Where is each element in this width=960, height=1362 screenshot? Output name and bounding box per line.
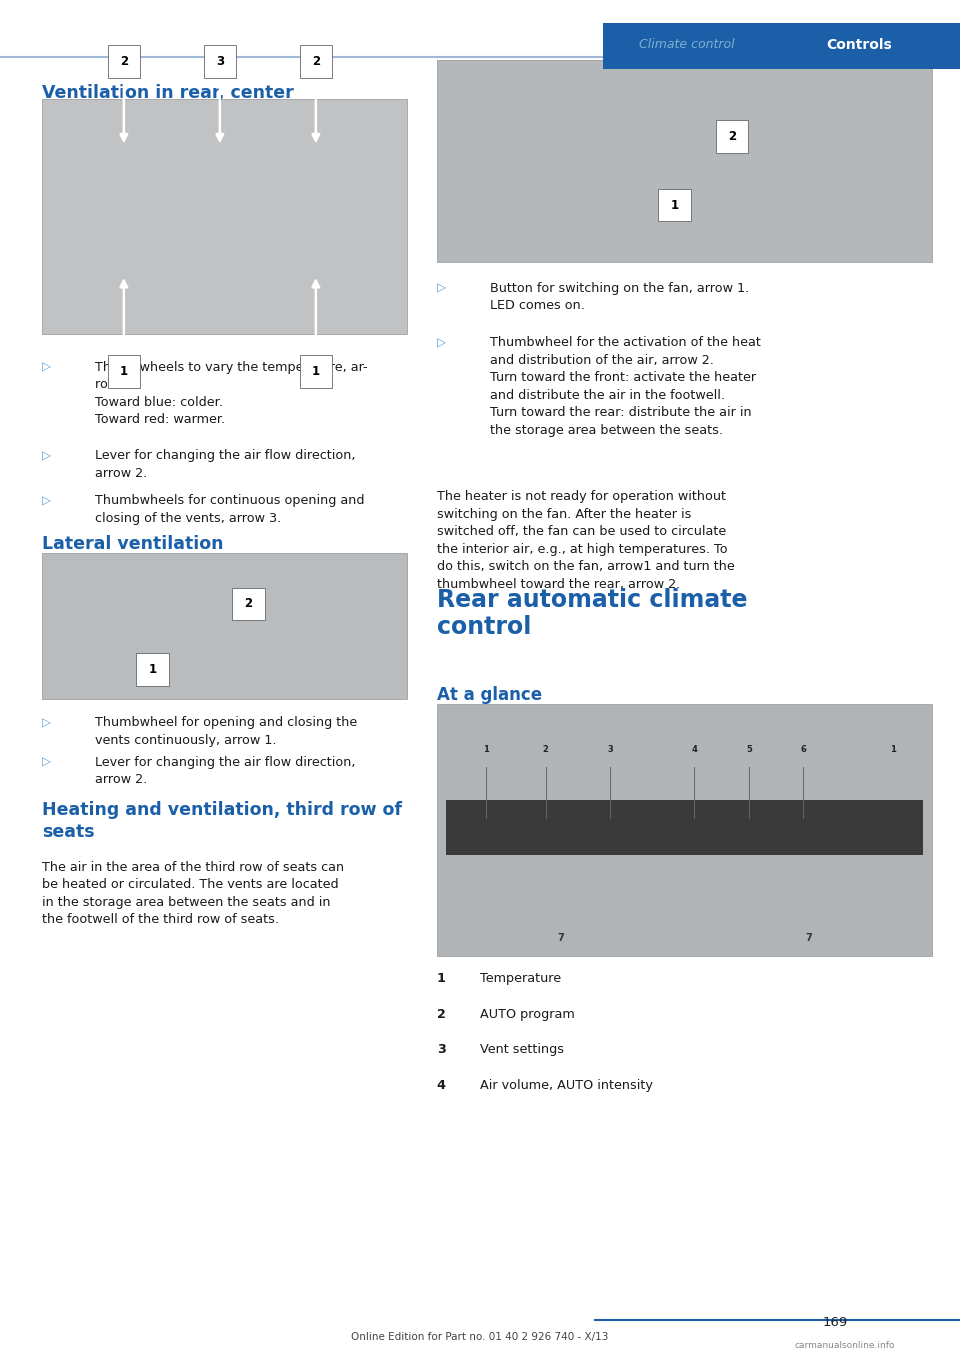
FancyBboxPatch shape (136, 654, 169, 686)
Text: 1: 1 (484, 745, 490, 755)
Text: The heater is not ready for operation without
switching on the fan. After the he: The heater is not ready for operation wi… (437, 490, 734, 591)
Text: 7: 7 (557, 933, 564, 944)
FancyBboxPatch shape (300, 45, 332, 78)
FancyBboxPatch shape (437, 60, 932, 262)
FancyBboxPatch shape (603, 23, 960, 69)
Text: 2: 2 (120, 54, 128, 68)
FancyBboxPatch shape (232, 587, 265, 620)
Text: Thumbwheel for opening and closing the
vents continuously, arrow 1.: Thumbwheel for opening and closing the v… (95, 716, 357, 746)
FancyBboxPatch shape (108, 355, 140, 388)
Text: 2: 2 (542, 745, 549, 755)
Text: 3: 3 (608, 745, 613, 755)
FancyBboxPatch shape (300, 355, 332, 388)
Text: ▷: ▷ (437, 336, 445, 350)
Text: Lever for changing the air flow direction,
arrow 2.: Lever for changing the air flow directio… (95, 756, 355, 786)
Text: 6: 6 (801, 745, 806, 755)
FancyBboxPatch shape (437, 704, 932, 956)
Text: ▷: ▷ (42, 361, 51, 375)
Text: Air volume, AUTO intensity: Air volume, AUTO intensity (480, 1079, 653, 1092)
Text: Thumbwheel for the activation of the heat
and distribution of the air, arrow 2.
: Thumbwheel for the activation of the hea… (490, 336, 760, 437)
FancyBboxPatch shape (108, 45, 140, 78)
FancyBboxPatch shape (42, 99, 407, 334)
FancyBboxPatch shape (42, 553, 407, 699)
FancyBboxPatch shape (446, 799, 923, 855)
Text: ▷: ▷ (42, 756, 51, 770)
Text: 2: 2 (312, 54, 320, 68)
Text: carmanualsonline.info: carmanualsonline.info (795, 1342, 895, 1350)
FancyBboxPatch shape (204, 45, 236, 78)
Text: Ventilation in rear, center: Ventilation in rear, center (42, 84, 294, 102)
Text: AUTO program: AUTO program (480, 1008, 575, 1022)
Text: 1: 1 (149, 663, 156, 676)
Text: 5: 5 (746, 745, 752, 755)
Text: 1: 1 (312, 365, 320, 379)
Text: Heating and ventilation, third row of
seats: Heating and ventilation, third row of se… (42, 801, 402, 842)
Text: Climate control: Climate control (638, 38, 734, 52)
Text: The air in the area of the third row of seats can
be heated or circulated. The v: The air in the area of the third row of … (42, 861, 345, 926)
Text: 1: 1 (670, 199, 679, 211)
Text: 2: 2 (728, 129, 736, 143)
Text: ▷: ▷ (42, 494, 51, 508)
Text: Vent settings: Vent settings (480, 1043, 564, 1057)
Text: 3: 3 (216, 54, 224, 68)
Text: ▷: ▷ (437, 282, 445, 296)
Text: 1: 1 (437, 972, 445, 986)
Text: 4: 4 (691, 745, 697, 755)
Text: Thumbwheels to vary the temperature, ar-
row 1.
Toward blue: colder.
Toward red:: Thumbwheels to vary the temperature, ar-… (95, 361, 368, 426)
Text: ▷: ▷ (42, 449, 51, 463)
Text: Button for switching on the fan, arrow 1.
LED comes on.: Button for switching on the fan, arrow 1… (490, 282, 749, 312)
Text: 1: 1 (120, 365, 128, 379)
Text: Rear automatic climate
control: Rear automatic climate control (437, 588, 747, 639)
Text: 1: 1 (890, 745, 896, 755)
Text: Thumbwheels for continuous opening and
closing of the vents, arrow 3.: Thumbwheels for continuous opening and c… (95, 494, 365, 524)
FancyBboxPatch shape (659, 189, 691, 222)
Text: ▷: ▷ (42, 716, 51, 730)
Text: 7: 7 (804, 933, 812, 944)
Text: Lever for changing the air flow direction,
arrow 2.: Lever for changing the air flow directio… (95, 449, 355, 479)
Text: 2: 2 (437, 1008, 445, 1022)
FancyBboxPatch shape (716, 120, 749, 153)
Text: 2: 2 (245, 598, 252, 610)
Text: 4: 4 (437, 1079, 445, 1092)
Text: 169: 169 (823, 1316, 848, 1329)
Text: Temperature: Temperature (480, 972, 562, 986)
Text: At a glance: At a glance (437, 686, 542, 704)
Text: 3: 3 (437, 1043, 445, 1057)
Text: Online Edition for Part no. 01 40 2 926 740 - X/13: Online Edition for Part no. 01 40 2 926 … (351, 1332, 609, 1343)
Text: Controls: Controls (827, 38, 892, 52)
Text: Lateral ventilation: Lateral ventilation (42, 535, 224, 553)
